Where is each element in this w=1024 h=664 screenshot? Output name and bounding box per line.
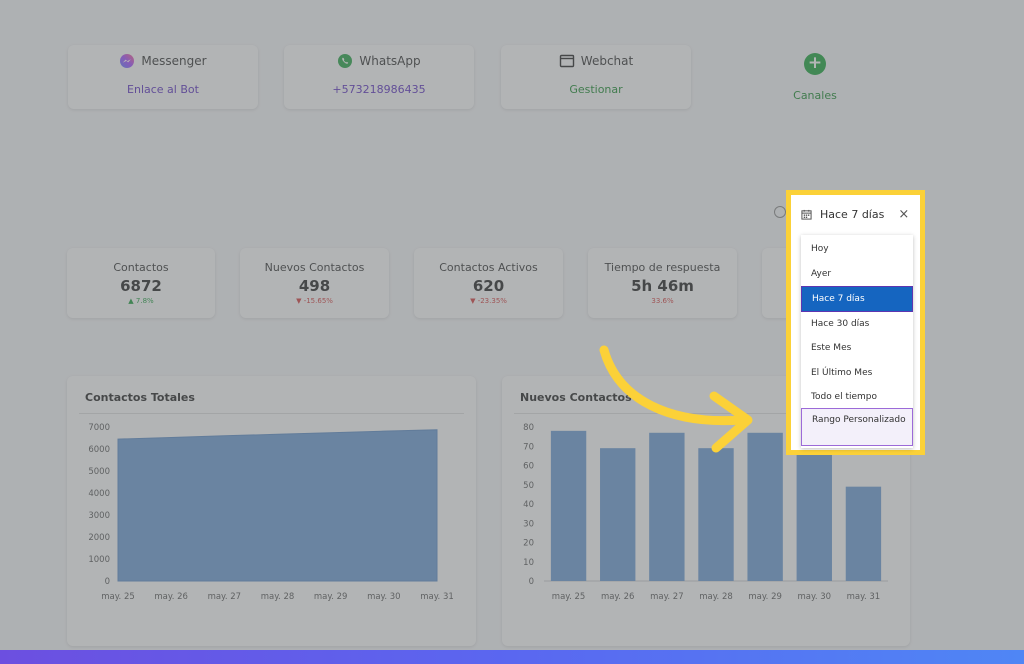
- channel-link-bot[interactable]: Enlace al Bot: [127, 83, 199, 96]
- channel-card-webchat: Webchat Gestionar: [501, 45, 691, 109]
- x-tick-label: may. 26: [601, 592, 635, 602]
- x-tick-label: may. 25: [552, 592, 586, 602]
- x-tick-label: may. 28: [261, 592, 295, 602]
- date-range-selector[interactable]: Hace 7 días ×: [801, 207, 909, 222]
- metric-card-contacts: Contactos 6872 ▲ 7.8%: [67, 248, 215, 318]
- channel-link-phone[interactable]: +573218986435: [332, 83, 426, 96]
- add-channel-label: Canales: [793, 89, 837, 102]
- y-tick-label: 5000: [88, 467, 110, 477]
- menu-item-custom-range[interactable]: Rango Personalizado: [801, 408, 913, 446]
- trend-up-icon: ▲: [128, 297, 134, 305]
- menu-item-today[interactable]: Hoy: [811, 244, 829, 254]
- channel-name: Webchat: [580, 54, 634, 68]
- channel-card-messenger: Messenger Enlace al Bot: [68, 45, 258, 109]
- metric-card-response-time: Tiempo de respuesta 5h 46m 33.6%: [588, 248, 737, 318]
- y-tick-label: 6000: [88, 445, 110, 455]
- metric-delta: -23.35%: [477, 297, 507, 305]
- y-tick-label: 0: [105, 577, 110, 587]
- metric-card-active-contacts: Contactos Activos 620 ▼ -23.35%: [414, 248, 563, 318]
- y-tick-label: 4000: [88, 489, 110, 499]
- metric-delta: -15.65%: [303, 297, 333, 305]
- messenger-icon: [120, 54, 135, 68]
- channel-name: Messenger: [141, 54, 207, 68]
- bar: [845, 486, 882, 581]
- y-tick-label: 1000: [88, 555, 110, 565]
- y-tick-label: 3000: [88, 511, 110, 521]
- plus-icon[interactable]: +: [804, 53, 826, 75]
- whatsapp-icon: [338, 54, 353, 68]
- metric-value: 620: [472, 277, 505, 295]
- menu-item-this-month[interactable]: Este Mes: [811, 343, 852, 353]
- y-tick-label: 70: [523, 442, 534, 452]
- y-tick-label: 50: [523, 481, 534, 491]
- y-tick-label: 60: [523, 462, 534, 472]
- date-range-value: Hace 7 días: [820, 208, 885, 221]
- date-range-menu: Hoy Ayer Hace 7 días Hace 30 días Este M…: [801, 235, 913, 448]
- metric-value: 5h 46m: [631, 277, 694, 295]
- bar: [600, 448, 636, 581]
- x-tick-label: may. 29: [314, 592, 348, 602]
- metric-label: Tiempo de respuesta: [604, 261, 721, 274]
- metric-card-new-contacts: Nuevos Contactos 498 ▼ -15.65%: [240, 248, 389, 318]
- close-icon[interactable]: ×: [898, 207, 910, 222]
- x-tick-label: may. 31: [420, 592, 454, 602]
- metric-label: Contactos: [113, 261, 169, 274]
- metric-value: 498: [298, 277, 331, 295]
- y-tick-label: 10: [523, 558, 534, 568]
- y-tick-label: 2000: [88, 533, 110, 543]
- x-tick-label: may. 30: [798, 592, 832, 602]
- y-tick-label: 30: [523, 519, 534, 529]
- x-tick-label: may. 27: [208, 592, 242, 602]
- total-contacts-chart: 0 1000 2000 3000 4000 5000 6000 7000 may. 25 may.…: [88, 423, 454, 602]
- menu-item-all-time[interactable]: Todo el tiempo: [811, 392, 878, 402]
- date-range-popup: Hace 7 días × Hoy Ayer Hace 7 días Hace …: [786, 190, 925, 455]
- menu-item-last-7-days[interactable]: Hace 7 días: [801, 286, 913, 312]
- calendar-icon: [801, 209, 812, 220]
- y-tick-label: 20: [523, 539, 534, 549]
- bar: [550, 430, 587, 581]
- y-tick-label: 40: [523, 500, 534, 510]
- channel-link-manage[interactable]: Gestionar: [569, 83, 623, 96]
- x-tick-label: may. 25: [101, 592, 135, 602]
- y-tick-label: 7000: [88, 423, 110, 433]
- x-tick-label: may. 31: [847, 592, 881, 602]
- menu-item-last-month[interactable]: El Último Mes: [811, 368, 873, 378]
- metric-delta: 7.8%: [135, 297, 154, 305]
- metric-value: 6872: [120, 277, 162, 295]
- menu-item-last-30-days[interactable]: Hace 30 días: [811, 319, 870, 329]
- x-tick-label: may. 29: [748, 592, 782, 602]
- metric-label: Nuevos Contactos: [264, 261, 365, 274]
- channel-name: WhatsApp: [359, 54, 421, 68]
- bar: [698, 448, 734, 581]
- trend-down-icon: ▼: [470, 297, 476, 305]
- x-tick-label: may. 26: [154, 592, 188, 602]
- webchat-icon: [559, 54, 574, 68]
- arrow-annotation-icon: [599, 345, 753, 453]
- x-tick-label: may. 28: [699, 592, 733, 602]
- metric-delta: 33.6%: [651, 297, 674, 305]
- x-tick-label: may. 27: [650, 592, 684, 602]
- metric-label: Contactos Activos: [439, 261, 538, 274]
- menu-item-yesterday[interactable]: Ayer: [811, 269, 832, 279]
- bottom-gradient-bar: [0, 650, 1024, 664]
- area-series: [117, 429, 438, 582]
- x-tick-label: may. 30: [367, 592, 401, 602]
- chart-card-total-contacts: Contactos Totales 0 1000 2000 3000 4000 5000 6…: [67, 376, 476, 646]
- channel-card-whatsapp: WhatsApp +573218986435: [284, 45, 474, 109]
- search-icon[interactable]: [774, 206, 786, 218]
- add-channel-button[interactable]: + Canales: [780, 53, 850, 102]
- y-tick-label: 80: [523, 423, 534, 433]
- y-tick-label: 0: [529, 577, 534, 587]
- trend-down-icon: ▼: [296, 297, 302, 305]
